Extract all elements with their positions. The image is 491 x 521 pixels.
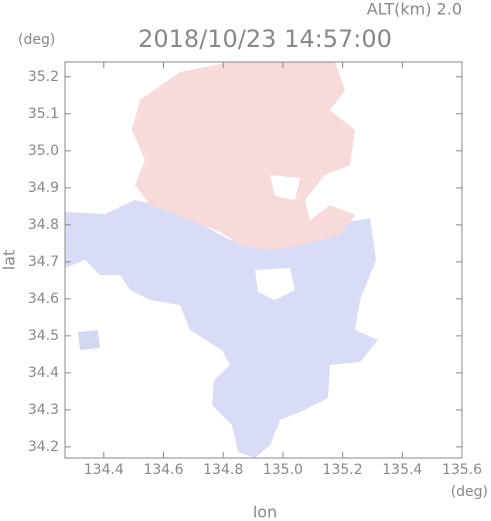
y-tick-label: 35.1 [28,106,59,122]
y-tick-label: 35.2 [28,69,59,85]
x-tick-label: 135.6 [442,462,482,478]
blue-echo [65,200,378,458]
y-axis-label: lat [0,250,19,271]
x-tick-label: 135.2 [323,462,363,478]
x-tick-label: 134.4 [84,462,124,478]
y-tick-label: 34.5 [28,328,59,344]
x-axis-label: lon [253,503,277,521]
subtitle: ALT(km) 2.0 [367,0,462,19]
x-tick-label: 135.4 [382,462,422,478]
pink-echo [132,62,355,250]
y-unit: (deg) [18,32,55,48]
white-gap [255,268,295,300]
y-tick-label: 34.6 [28,291,59,307]
echo-field [65,62,378,458]
y-tick-label: 34.3 [28,402,59,418]
y-tick-label: 34.7 [28,254,59,270]
blue-echo [78,330,100,350]
x-tick-label: 134.6 [143,462,183,478]
y-tick-label: 35.0 [28,143,59,159]
x-tick-label: 134.8 [203,462,243,478]
x-tick-label: 135.0 [263,462,303,478]
x-unit: (deg) [451,484,488,500]
y-tick-label: 34.2 [28,439,59,455]
y-tick-label: 34.9 [28,180,59,196]
y-tick-label: 34.8 [28,217,59,233]
white-gap [270,175,300,200]
plot-frame [64,61,463,459]
chart-title: 2018/10/23 14:57:00 [138,25,392,53]
y-tick-label: 34.4 [28,365,59,381]
